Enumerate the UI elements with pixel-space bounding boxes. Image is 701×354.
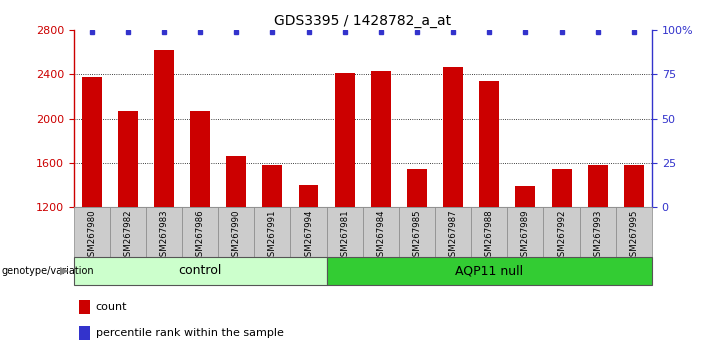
Bar: [543, 207, 580, 257]
Text: GSM267986: GSM267986: [196, 210, 205, 262]
Bar: [515, 186, 536, 207]
Bar: [110, 207, 146, 257]
Bar: [146, 207, 182, 257]
Text: GSM267985: GSM267985: [412, 210, 421, 262]
Text: ▶: ▶: [60, 266, 69, 276]
Text: GSM267990: GSM267990: [232, 210, 240, 262]
Bar: [74, 207, 110, 257]
Text: percentile rank within the sample: percentile rank within the sample: [95, 328, 283, 338]
Bar: [254, 207, 290, 257]
Bar: [218, 207, 254, 257]
Bar: [335, 73, 355, 207]
Text: control: control: [179, 264, 222, 277]
Text: GSM267994: GSM267994: [304, 210, 313, 262]
Bar: [552, 169, 571, 207]
Bar: [118, 111, 138, 207]
Text: GSM267993: GSM267993: [593, 210, 602, 262]
Bar: [262, 165, 283, 207]
Bar: [471, 207, 508, 257]
Bar: [443, 67, 463, 207]
Bar: [82, 76, 102, 207]
Bar: [327, 257, 652, 285]
Text: GSM267983: GSM267983: [159, 210, 168, 262]
Bar: [407, 169, 427, 207]
Bar: [290, 207, 327, 257]
Bar: [615, 207, 652, 257]
Bar: [190, 111, 210, 207]
Bar: [363, 207, 399, 257]
Bar: [154, 50, 174, 207]
Text: AQP11 null: AQP11 null: [455, 264, 524, 277]
Text: GSM267982: GSM267982: [123, 210, 132, 262]
Bar: [624, 165, 644, 207]
Text: GSM267980: GSM267980: [87, 210, 96, 262]
Bar: [74, 257, 327, 285]
Bar: [580, 207, 615, 257]
Bar: [399, 207, 435, 257]
Bar: [299, 185, 318, 207]
Bar: [79, 326, 90, 340]
Text: count: count: [95, 302, 127, 313]
Text: GSM267991: GSM267991: [268, 210, 277, 262]
Text: GSM267995: GSM267995: [629, 210, 639, 262]
Bar: [435, 207, 471, 257]
Bar: [226, 156, 246, 207]
Bar: [327, 207, 363, 257]
Text: GSM267987: GSM267987: [449, 210, 458, 262]
Bar: [79, 301, 90, 314]
Text: genotype/variation: genotype/variation: [1, 266, 94, 276]
Bar: [587, 165, 608, 207]
Text: GSM267988: GSM267988: [485, 210, 494, 262]
Bar: [182, 207, 218, 257]
Text: GSM267984: GSM267984: [376, 210, 386, 262]
Text: GSM267981: GSM267981: [340, 210, 349, 262]
Bar: [508, 207, 543, 257]
Bar: [479, 81, 499, 207]
Text: GSM267992: GSM267992: [557, 210, 566, 262]
Bar: [371, 71, 390, 207]
Title: GDS3395 / 1428782_a_at: GDS3395 / 1428782_a_at: [274, 14, 451, 28]
Text: GSM267989: GSM267989: [521, 210, 530, 262]
